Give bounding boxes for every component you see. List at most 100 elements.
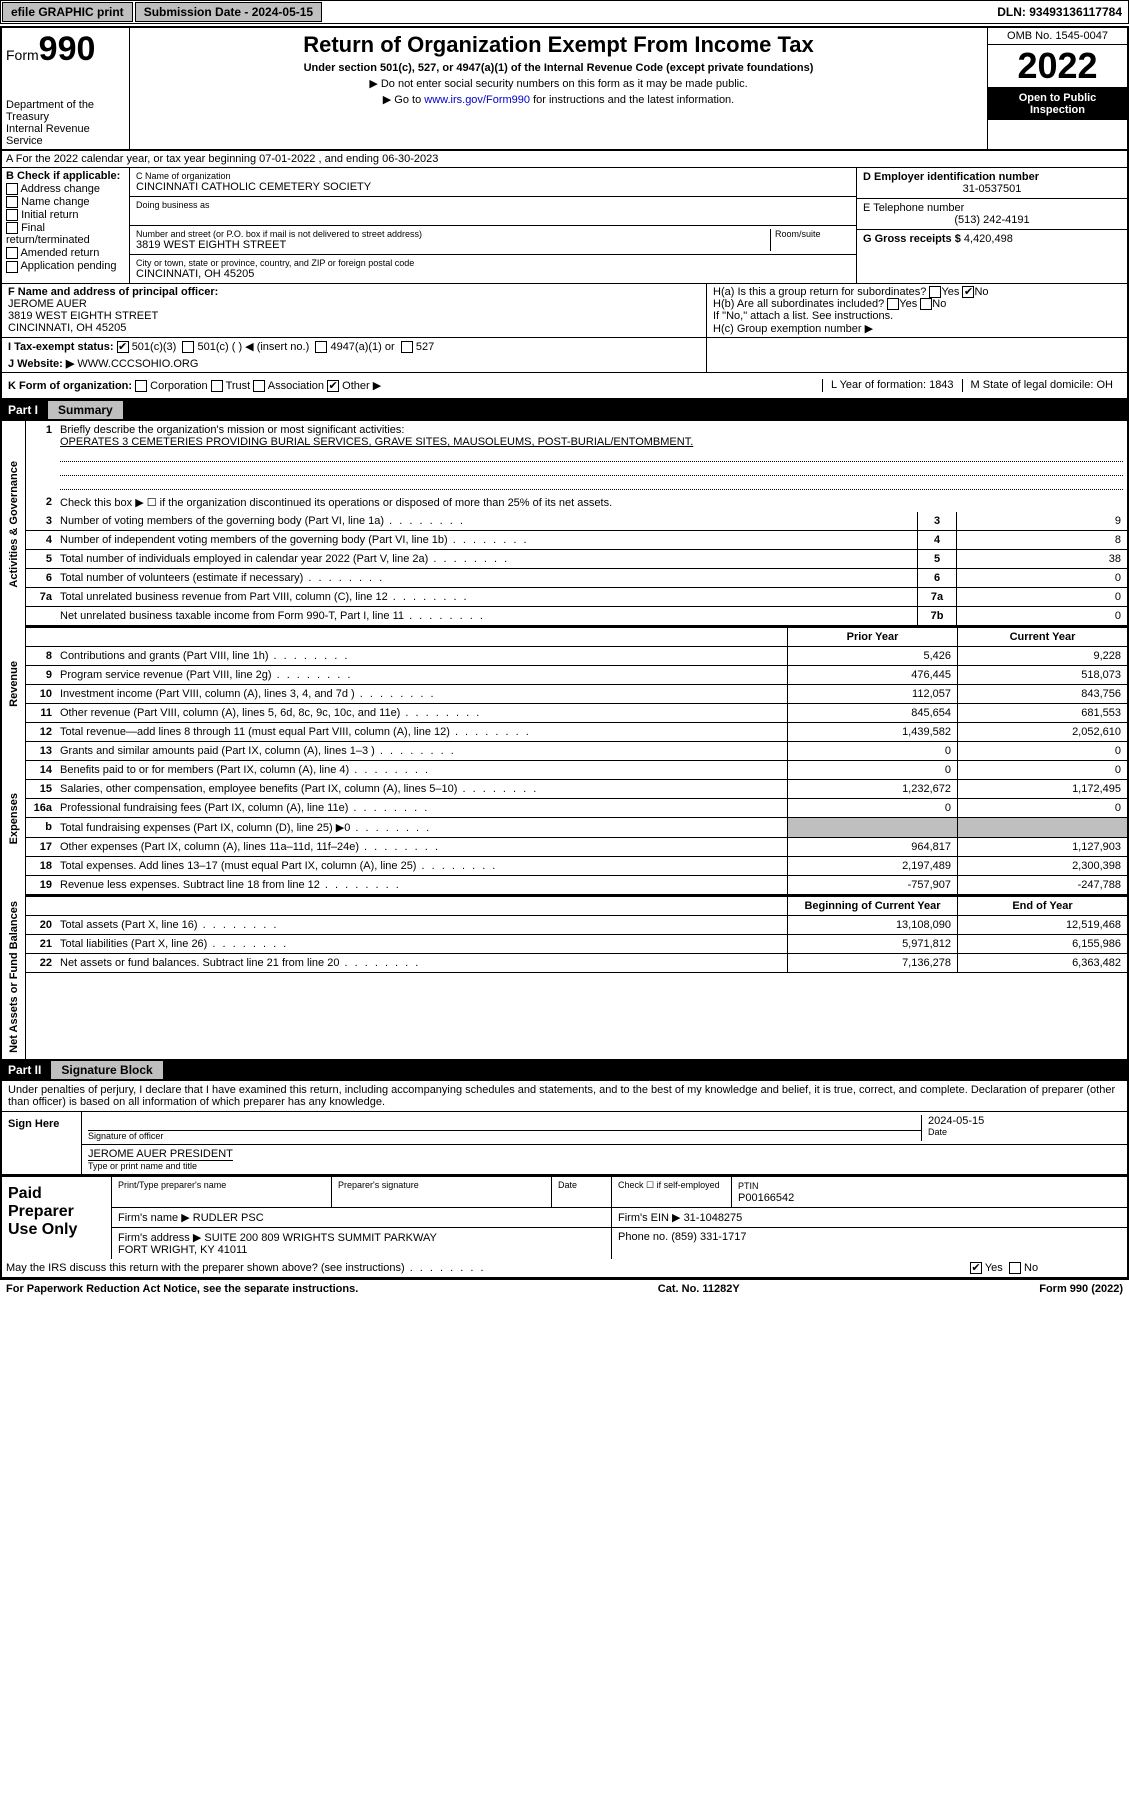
may-irs-text: May the IRS discuss this return with the… (6, 1262, 405, 1274)
fin-row: 16a Professional fundraising fees (Part … (26, 799, 1127, 818)
form-title: Return of Organization Exempt From Incom… (134, 32, 983, 58)
dept-treasury: Department of the Treasury (6, 99, 125, 123)
section-f: F Name and address of principal officer:… (2, 284, 707, 337)
submission-date-button[interactable]: Submission Date - 2024-05-15 (135, 2, 322, 22)
ha-yes[interactable] (929, 286, 941, 298)
chk-corp[interactable] (135, 380, 147, 392)
gross-value: 4,420,498 (964, 233, 1013, 245)
chk-501c3[interactable] (117, 341, 129, 353)
officer-addr1: 3819 WEST EIGHTH STREET (8, 310, 700, 322)
section-c: C Name of organization CINCINNATI CATHOL… (130, 168, 857, 283)
phone-box: E Telephone number (513) 242-4191 (857, 199, 1127, 230)
chk-pending[interactable]: Application pending (6, 260, 125, 272)
subtitle-2: ▶ Do not enter social security numbers o… (134, 77, 983, 90)
lbl-final: Final return/terminated (6, 222, 90, 246)
mission-text: OPERATES 3 CEMETERIES PROVIDING BURIAL S… (60, 436, 1123, 448)
open-to-public: Open to Public Inspection (988, 88, 1127, 120)
irs-label: Internal Revenue Service (6, 123, 125, 147)
chk-assoc[interactable] (253, 380, 265, 392)
org-name: CINCINNATI CATHOLIC CEMETERY SOCIETY (136, 181, 850, 193)
part2-num: Part II (8, 1063, 51, 1077)
irs-link[interactable]: www.irs.gov/Form990 (424, 94, 530, 106)
pt-check-hdr: Check ☐ if self-employed (612, 1177, 732, 1207)
efile-button[interactable]: efile GRAPHIC print (2, 2, 133, 22)
opt-corp: Corporation (150, 380, 207, 392)
subtitle-1: Under section 501(c), 527, or 4947(a)(1)… (134, 62, 983, 74)
gov-row: 5 Total number of individuals employed i… (26, 550, 1127, 569)
address-box: Number and street (or P.O. box if mail i… (130, 226, 856, 255)
q1-label: Briefly describe the organization's miss… (60, 424, 1123, 436)
dba-box: Doing business as (130, 197, 856, 226)
firm-phone-label: Phone no. (618, 1231, 668, 1243)
chk-trust[interactable] (211, 380, 223, 392)
part1-title: Summary (48, 401, 123, 419)
section-b-to-g: B Check if applicable: Address change Na… (2, 168, 1127, 284)
fin-row: 19 Revenue less expenses. Subtract line … (26, 876, 1127, 895)
dln-text: DLN: 93493136117784 (991, 3, 1128, 21)
ein-box: D Employer identification number 31-0537… (857, 168, 1127, 199)
gov-row: Net unrelated business taxable income fr… (26, 607, 1127, 626)
pt-date-hdr: Date (552, 1177, 612, 1207)
gov-row: 4 Number of independent voting members o… (26, 531, 1127, 550)
paid-preparer-label: Paid Preparer Use Only (2, 1177, 112, 1259)
h-note: If "No," attach a list. See instructions… (713, 310, 1121, 322)
header-middle: Return of Organization Exempt From Incom… (130, 28, 987, 149)
chk-address-change[interactable]: Address change (6, 183, 125, 195)
col-begin: Beginning of Current Year (787, 897, 957, 915)
fin-row: 10 Investment income (Part VIII, column … (26, 685, 1127, 704)
chk-name-change[interactable]: Name change (6, 196, 125, 208)
side-net-assets: Net Assets or Fund Balances (2, 895, 26, 1059)
tax-year: 2022 (988, 45, 1127, 88)
hb-yes[interactable] (887, 298, 899, 310)
addr-label: Number and street (or P.O. box if mail i… (136, 229, 770, 239)
section-f-h: F Name and address of principal officer:… (2, 284, 1127, 338)
chk-amended[interactable]: Amended return (6, 247, 125, 259)
fin-row: 11 Other revenue (Part VIII, column (A),… (26, 704, 1127, 723)
top-bar: efile GRAPHIC print Submission Date - 20… (0, 0, 1129, 24)
chk-501c[interactable] (182, 341, 194, 353)
fin-row: 18 Total expenses. Add lines 13–17 (must… (26, 857, 1127, 876)
may-irs-yes[interactable] (970, 1262, 982, 1274)
firm-name: RUDLER PSC (193, 1212, 264, 1224)
row-i-right (707, 338, 1127, 372)
state-domicile: M State of legal domicile: OH (962, 379, 1121, 392)
form-header: Form990 Department of the Treasury Inter… (2, 28, 1127, 151)
side-activities: Activities & Governance (2, 421, 26, 626)
row-k: K Form of organization: Corporation Trus… (2, 373, 1127, 399)
chk-other[interactable] (327, 380, 339, 392)
officer-label: F Name and address of principal officer: (8, 286, 218, 298)
chk-initial[interactable]: Initial return (6, 209, 125, 221)
opt-501c: 501(c) ( ) ◀ (insert no.) (198, 341, 310, 353)
pt-name-hdr: Print/Type preparer's name (112, 1177, 332, 1207)
chk-527[interactable] (401, 341, 413, 353)
row-i-j: I Tax-exempt status: 501(c)(3) 501(c) ( … (2, 338, 1127, 373)
section-b: B Check if applicable: Address change Na… (2, 168, 130, 283)
expenses-section: Expenses 13 Grants and similar amounts p… (2, 742, 1127, 895)
opt-other: Other ▶ (342, 380, 381, 392)
form-ref: Form 990 (2022) (1039, 1283, 1123, 1295)
header-right: OMB No. 1545-0047 2022 Open to Public In… (987, 28, 1127, 149)
ptin-label: PTIN (738, 1181, 759, 1191)
part-ii-header: Part II Signature Block (2, 1059, 1127, 1081)
gov-row: 3 Number of voting members of the govern… (26, 512, 1127, 531)
fin-row: 22 Net assets or fund balances. Subtract… (26, 954, 1127, 973)
yes-label: Yes (985, 1262, 1003, 1274)
lbl-name: Name change (21, 196, 90, 208)
chk-final[interactable]: Final return/terminated (6, 222, 125, 246)
hb-no[interactable] (920, 298, 932, 310)
activities-governance: Activities & Governance 1 Briefly descri… (2, 421, 1127, 626)
may-irs-no[interactable] (1009, 1262, 1021, 1274)
lbl-initial: Initial return (21, 209, 78, 221)
firm-ein-label: Firm's EIN ▶ (618, 1212, 681, 1224)
form-number: 990 (39, 30, 96, 68)
gov-row: 6 Total number of volunteers (estimate i… (26, 569, 1127, 588)
ha-no[interactable] (962, 286, 974, 298)
section-d-e-g: D Employer identification number 31-0537… (857, 168, 1127, 283)
paid-preparer-section: Paid Preparer Use Only Print/Type prepar… (2, 1175, 1127, 1259)
chk-4947[interactable] (315, 341, 327, 353)
cat-no: Cat. No. 11282Y (658, 1283, 740, 1295)
form-word: Form (6, 47, 39, 63)
fin-row: 9 Program service revenue (Part VIII, li… (26, 666, 1127, 685)
firm-ein: 31-1048275 (684, 1212, 743, 1224)
phone-value: (513) 242-4191 (863, 214, 1121, 226)
